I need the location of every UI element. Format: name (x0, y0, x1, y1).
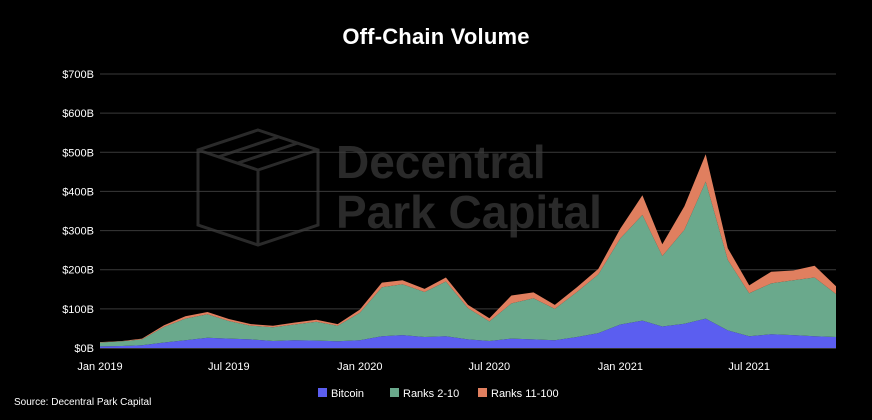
watermark-line-2: Park Capital (336, 186, 602, 238)
x-tick-label: Jan 2019 (77, 361, 122, 373)
area-series-ranks-2-10 (100, 181, 836, 347)
y-axis: $0B $100B $200B $300B $400B $500B $600B $700B (62, 69, 94, 355)
x-axis: Jan 2019 Jul 2019 Jan 2020 Jul 2020 Jan 2021… (77, 361, 770, 373)
y-tick-label: $200B (62, 265, 94, 277)
y-tick-label: $600B (62, 108, 94, 120)
y-tick-label: $0B (74, 343, 94, 355)
area-series-bitcoin (100, 318, 836, 348)
legend-label: Ranks 2-10 (403, 388, 459, 400)
cube-logo-icon (196, 128, 320, 247)
y-tick-label: $100B (62, 304, 94, 316)
y-tick-label: $500B (62, 147, 94, 159)
x-tick-label: Jan 2021 (598, 361, 643, 373)
legend-label: Bitcoin (331, 388, 364, 400)
x-tick-label: Jul 2019 (208, 361, 250, 373)
y-tick-label: $700B (62, 69, 94, 81)
legend-swatch (318, 388, 327, 397)
stacked-areas (100, 154, 836, 348)
legend-swatch (390, 388, 399, 397)
y-tick-label: $400B (62, 186, 94, 198)
source-note: Source: Decentral Park Capital (14, 397, 152, 408)
watermark: Decentral Park Capital (196, 128, 602, 247)
legend: Bitcoin Ranks 2-10 Ranks 11-100 (318, 388, 559, 400)
legend-label: Ranks 11-100 (491, 388, 559, 400)
y-tick-label: $300B (62, 226, 94, 238)
x-tick-label: Jan 2020 (337, 361, 382, 373)
legend-swatch (478, 388, 487, 397)
watermark-line-1: Decentral (336, 136, 546, 188)
chart-title: Off-Chain Volume (342, 24, 530, 49)
x-tick-label: Jul 2020 (469, 361, 511, 373)
x-tick-label: Jul 2021 (728, 361, 770, 373)
